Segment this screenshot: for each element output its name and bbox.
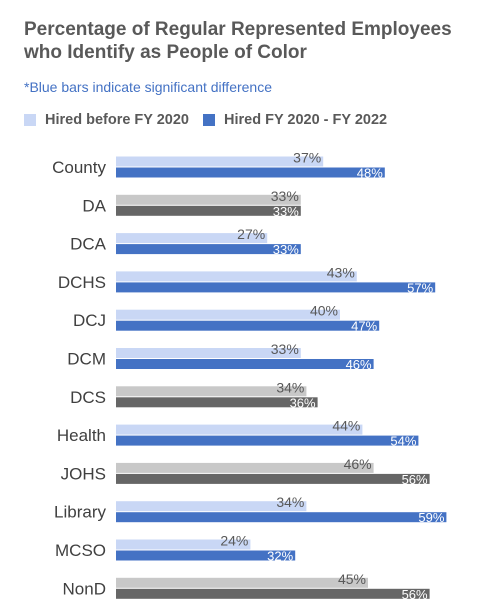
data-label-before-county: 37% (293, 150, 321, 166)
category-label-nond: NonD (63, 579, 106, 598)
data-label-after-mcso: 32% (267, 549, 293, 564)
data-label-before-dca: 27% (237, 226, 265, 242)
bar-before-nond (116, 577, 368, 588)
category-label-dcj: DCJ (73, 311, 106, 330)
bar-before-da (116, 194, 301, 205)
data-label-before-library: 34% (276, 494, 304, 510)
bar-after-dcm (116, 359, 374, 369)
bar-after-nond (116, 588, 430, 599)
data-label-after-dcj: 47% (351, 319, 377, 334)
bar-after-da (116, 205, 301, 216)
legend-swatch-after (203, 114, 215, 126)
category-label-health: Health (57, 426, 106, 445)
bar-before-dcm (116, 348, 301, 358)
data-label-after-dcs: 36% (290, 395, 316, 410)
data-label-after-county: 48% (357, 166, 383, 181)
category-label-library: Library (54, 503, 106, 522)
legend-item-before: Hired before FY 2020 (24, 112, 189, 128)
category-label-johs: JOHS (61, 464, 106, 483)
bar-before-county (116, 156, 324, 167)
bar-after-johs (116, 473, 430, 484)
data-label-before-dcs: 34% (276, 379, 304, 395)
data-label-before-nond: 45% (338, 571, 366, 587)
bar-before-health (116, 424, 363, 435)
bar-after-dchs (116, 282, 436, 293)
bar-before-dca (116, 233, 268, 244)
chart-subtitle: *Blue bars indicate significant differen… (24, 79, 273, 95)
bar-after-health (116, 435, 419, 446)
category-label-dcm: DCM (67, 350, 106, 369)
data-label-after-da: 33% (273, 204, 299, 219)
chart-legend: Hired before FY 2020 Hired FY 2020 - FY … (24, 112, 401, 128)
bar-before-johs (116, 462, 374, 473)
data-label-after-library: 59% (418, 510, 444, 525)
data-label-before-dchs: 43% (327, 264, 355, 280)
category-label-da: DA (82, 196, 106, 215)
data-label-after-dca: 33% (273, 242, 299, 257)
bar-before-mcso (116, 539, 251, 550)
data-label-before-da: 33% (271, 188, 299, 204)
data-label-after-nond: 56% (402, 587, 428, 602)
bar-after-dca (116, 244, 301, 255)
data-label-before-johs: 46% (344, 456, 372, 472)
data-label-after-johs: 56% (402, 472, 428, 487)
data-label-before-health: 44% (332, 418, 360, 434)
bar-after-dcj (116, 320, 380, 331)
data-label-before-dcm: 33% (271, 341, 299, 357)
category-label-dcs: DCS (70, 388, 106, 407)
chart-title: Percentage of Regular Represented Employ… (24, 19, 452, 63)
bar-before-dcs (116, 386, 307, 397)
legend-label-before: Hired before FY 2020 (45, 112, 189, 128)
bar-after-mcso (116, 550, 296, 561)
legend-label-after: Hired FY 2020 - FY 2022 (224, 112, 388, 128)
legend-item-after: Hired FY 2020 - FY 2022 (203, 112, 387, 128)
bar-after-dcs (116, 397, 318, 408)
bar-after-library (116, 512, 447, 523)
bar-before-library (116, 501, 307, 512)
category-label-county: County (52, 158, 106, 177)
data-label-after-dcm: 46% (346, 357, 372, 372)
data-label-before-mcso: 24% (220, 533, 248, 549)
category-label-dca: DCA (70, 235, 107, 254)
bar-before-dchs (116, 271, 357, 282)
bar-after-county (116, 167, 385, 178)
legend-swatch-before (24, 114, 36, 126)
category-label-dchs: DCHS (58, 273, 106, 292)
data-label-before-dcj: 40% (310, 303, 338, 319)
data-label-after-dchs: 57% (407, 280, 433, 295)
category-label-mcso: MCSO (55, 541, 106, 560)
data-label-after-health: 54% (390, 434, 416, 449)
bar-before-dcj (116, 309, 340, 320)
